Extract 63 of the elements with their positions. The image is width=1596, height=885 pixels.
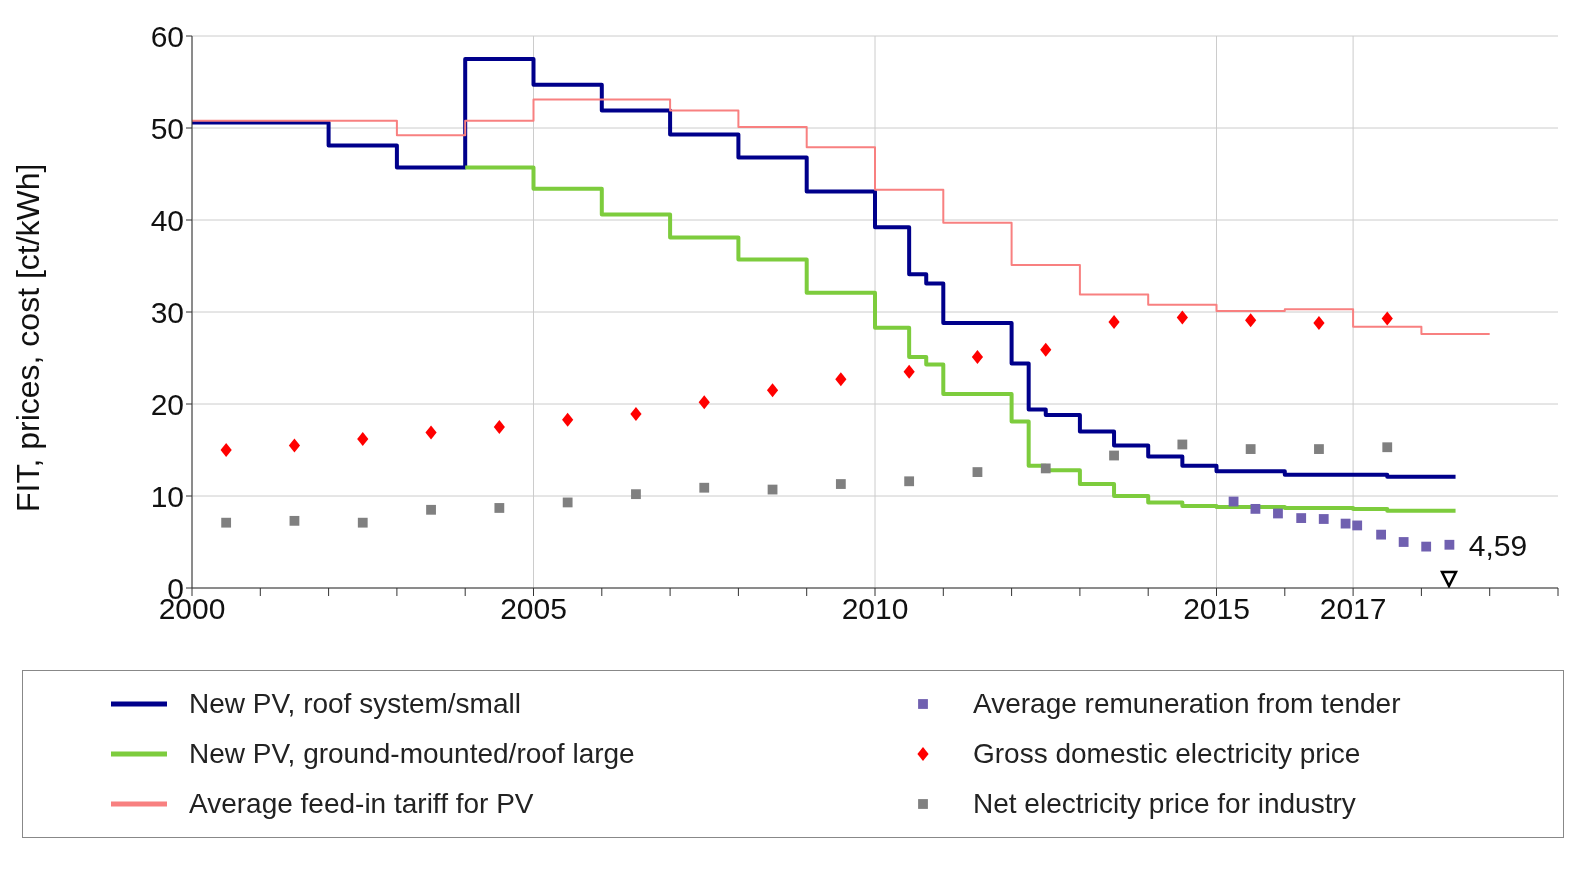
point (835, 372, 847, 387)
point (1296, 513, 1307, 523)
legend-label: Gross domestic electricity price (973, 738, 1361, 770)
y-tick-label: 30 (150, 295, 184, 329)
point (972, 467, 983, 477)
point (1040, 463, 1051, 474)
point (1109, 450, 1119, 461)
point (971, 350, 984, 365)
point (426, 504, 436, 515)
legend-label: Average remuneration from tender (973, 688, 1401, 720)
point (903, 364, 915, 379)
x-tick-label: 2005 (500, 592, 567, 626)
point (904, 476, 915, 487)
y-tick-label: 40 (150, 203, 184, 237)
point (562, 497, 573, 508)
legend-label: New PV, roof system/small (189, 688, 521, 720)
point (1245, 444, 1256, 454)
point (289, 515, 300, 526)
point (630, 407, 642, 422)
y-tick-label: 60 (150, 19, 184, 53)
point (1376, 529, 1386, 540)
y-axis-title: FIT, prices, cost [ct/kWh] (10, 163, 47, 512)
point (1250, 503, 1261, 514)
point (1273, 508, 1283, 519)
point (493, 420, 505, 434)
x-tick-label: 2017 (1319, 592, 1387, 626)
y-tick-label: 50 (150, 111, 184, 145)
point (1398, 537, 1409, 547)
point (1381, 311, 1393, 326)
point (425, 425, 437, 440)
point (357, 517, 368, 528)
x-tick-label: 2015 (1183, 592, 1250, 626)
point (1314, 444, 1324, 454)
point (1352, 520, 1363, 531)
point (1340, 518, 1351, 529)
annotation: 4,59 (1468, 529, 1528, 563)
point (699, 482, 710, 493)
point (631, 489, 641, 500)
x-tick-label: 2010 (841, 592, 909, 626)
point (1382, 442, 1393, 453)
legend-label: Net electricity price for industry (973, 788, 1356, 820)
point (562, 412, 574, 427)
point (835, 479, 846, 489)
legend-label: New PV, ground-mounted/roof large (189, 738, 635, 770)
point (1176, 310, 1188, 325)
point (288, 438, 301, 453)
point (220, 443, 232, 457)
point (1318, 514, 1329, 524)
point (221, 517, 232, 528)
point (766, 383, 779, 398)
point (494, 503, 505, 513)
legend-label: Average feed-in tariff for PV (189, 788, 534, 820)
point (1245, 313, 1257, 328)
point (1421, 541, 1432, 552)
point (1444, 539, 1455, 550)
point (1313, 316, 1325, 331)
point (357, 431, 369, 446)
y-tick-label: 20 (150, 387, 184, 421)
point (1108, 315, 1120, 330)
y-tick-label: 10 (150, 479, 184, 513)
point (1040, 342, 1052, 357)
point (698, 395, 710, 410)
point (1177, 439, 1188, 450)
